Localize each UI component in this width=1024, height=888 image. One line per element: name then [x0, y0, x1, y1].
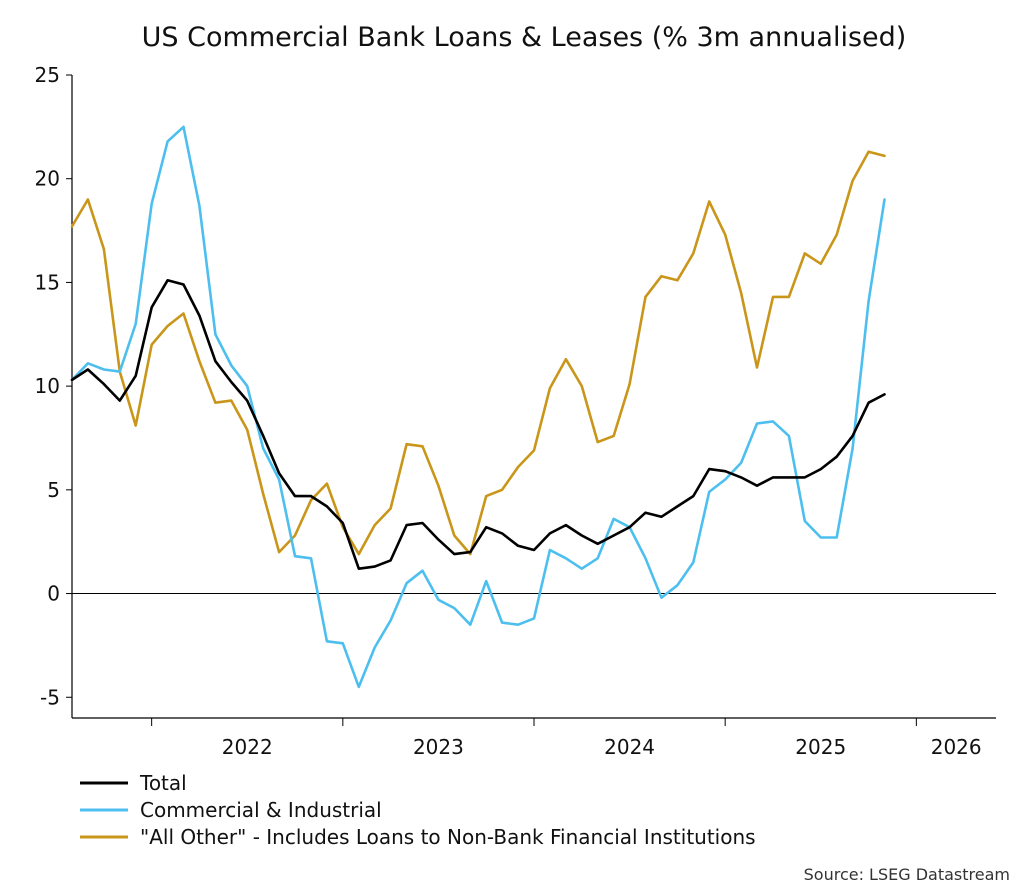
x-axis: 2022 2023 2024 2025 2026: [72, 593, 996, 759]
y-tick-label: 5: [47, 478, 60, 502]
legend-label: Total: [139, 771, 187, 795]
y-tick-label: 0: [47, 582, 60, 606]
y-tick-label: 10: [35, 374, 60, 398]
x-tick-label: 2023: [413, 735, 464, 759]
legend-label: Commercial & Industrial: [140, 798, 382, 822]
x-tick-label: 2024: [604, 735, 655, 759]
y-tick-label: 25: [35, 63, 60, 87]
y-tick-label: 15: [35, 270, 60, 294]
legend: Total Commercial & Industrial "All Other" …: [80, 771, 756, 849]
y-tick-label: -5: [40, 685, 60, 709]
source-note: Source: LSEG Datastream: [804, 865, 1010, 884]
y-tick-label: 20: [35, 167, 60, 191]
x-tick-label: 2022: [222, 735, 273, 759]
x-tick-label: 2025: [795, 735, 846, 759]
series-line-1: [70, 125, 886, 689]
series-line-2: [70, 150, 886, 556]
legend-label: "All Other" - Includes Loans to Non-Bank…: [140, 825, 756, 849]
series-line-0: [70, 278, 886, 571]
chart-title: US Commercial Bank Loans & Leases (% 3m …: [142, 22, 907, 53]
series-layer: [70, 125, 886, 689]
x-tick-label: 2026: [931, 735, 982, 759]
y-axis: 25 20 15 10 5 0 -5: [35, 63, 73, 718]
